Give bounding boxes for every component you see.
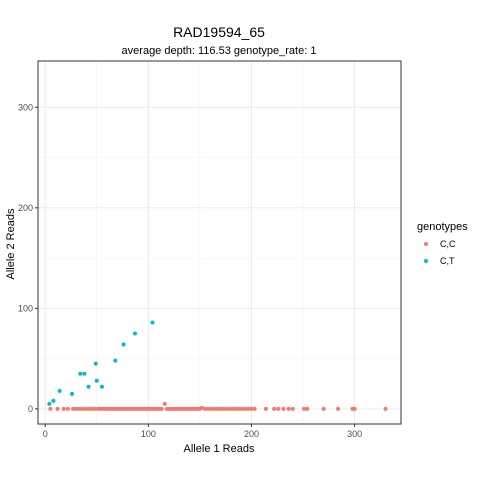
x-tick-label: 100 [141,429,156,439]
point-c-t [132,331,137,336]
point-c-c [263,406,268,411]
point-c-c [246,406,251,411]
point-c-t [78,371,83,376]
point-c-c [74,406,79,411]
y-tick-label: 300 [18,102,33,112]
legend-label-c-c: C,C [440,239,456,249]
point-c-t [82,371,87,376]
point-c-c [276,406,281,411]
point-c-c [48,406,53,411]
point-c-t [121,342,126,347]
point-c-c [77,406,82,411]
point-c-c [234,406,238,411]
point-c-c [61,406,66,411]
y-tick-label: 100 [18,303,33,313]
point-c-c [218,406,223,411]
point-c-c [162,401,167,406]
y-tick-label: 0 [28,404,33,414]
point-c-c [281,406,286,411]
plot-panel [38,61,401,424]
legend-key-c-c [424,242,428,246]
chart-subtitle: average depth: 116.53 genotype_rate: 1 [122,45,317,57]
legend-title: genotypes [417,221,468,233]
point-c-c [249,406,254,411]
point-c-c [352,406,357,411]
x-axis: 0 100 200 300 [43,424,362,439]
point-c-t [70,391,75,396]
point-c-c [215,406,220,411]
legend: genotypes C,C C,T [417,221,468,266]
point-c-c [286,406,291,411]
point-c-c [237,406,242,411]
point-c-c [65,406,70,411]
x-axis-title: Allele 1 Reads [184,443,255,455]
legend-label-c-t: C,T [440,256,455,266]
y-axis-title: Allele 2 Reads [5,208,17,279]
point-c-c [80,406,85,411]
point-c-c [230,406,235,411]
y-tick-label: 200 [18,203,33,213]
point-c-c [227,406,232,411]
point-c-c [290,406,295,411]
point-c-c [252,406,257,411]
plot-border [37,60,402,425]
point-c-t [113,358,118,363]
x-tick-label: 300 [347,429,362,439]
point-c-c [71,406,76,411]
point-c-c [203,406,208,411]
point-c-c [240,406,245,411]
point-c-t [86,384,91,389]
legend-key-c-t [424,259,428,263]
point-c-c [272,406,277,411]
point-c-c [92,406,97,411]
point-c-c [86,406,91,411]
point-c-t [47,401,52,406]
data-points [47,320,388,411]
point-c-c [221,406,226,411]
point-c-c [224,406,229,411]
point-c-c [55,406,60,411]
point-c-c [199,405,204,410]
point-c-c [336,406,341,411]
point-c-c [159,406,164,411]
point-c-c [209,406,214,411]
point-c-t [57,388,62,393]
point-c-c [83,406,88,411]
point-c-t [99,384,104,389]
point-c-c [302,406,307,411]
minor-gridlines [38,61,401,424]
chart-title: RAD19594_65 [173,24,265,40]
point-c-t [94,378,99,383]
point-c-t [51,398,56,403]
point-c-t [93,361,98,366]
point-c-c [89,406,94,411]
point-c-c [383,406,388,411]
point-c-c [212,406,217,411]
x-tick-label: 0 [43,429,48,439]
point-c-t [150,320,155,325]
point-c-c [321,406,326,411]
point-c-c [305,406,310,411]
y-axis: 0 100 200 300 [18,102,38,414]
point-c-c [243,406,248,411]
point-c-c [206,406,211,411]
x-tick-label: 200 [244,429,259,439]
